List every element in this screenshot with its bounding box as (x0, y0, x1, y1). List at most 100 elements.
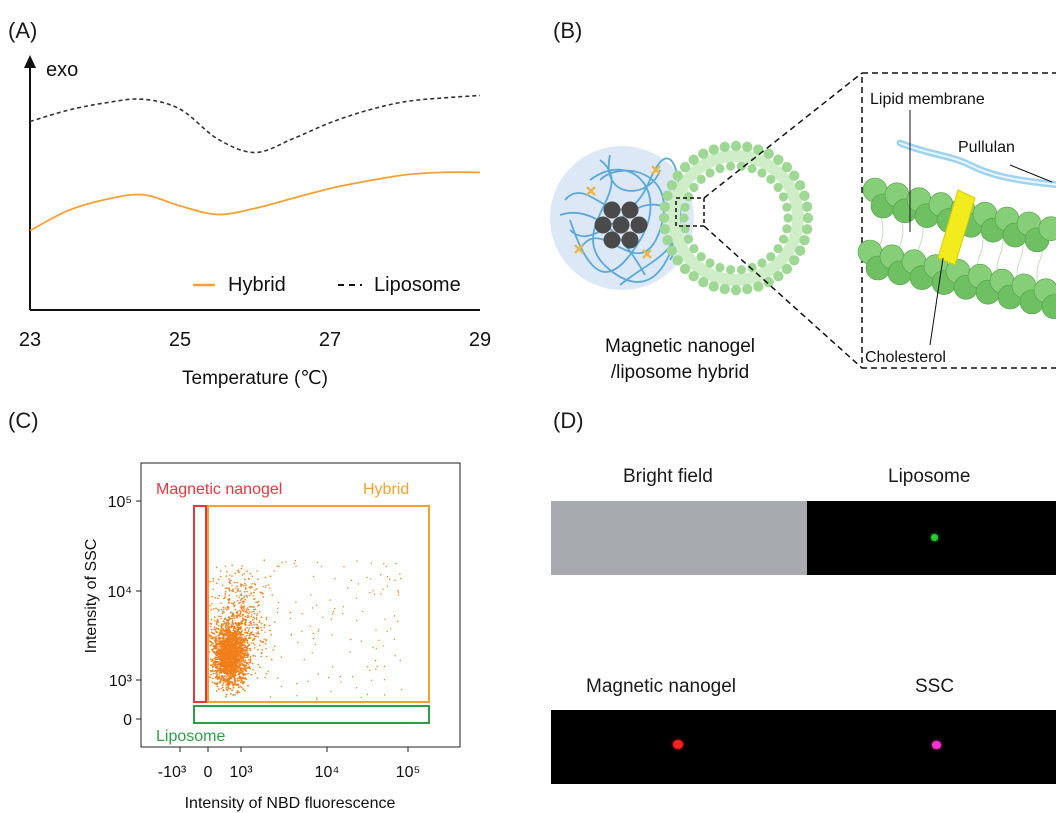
lipid-head (689, 182, 699, 193)
event-point (317, 630, 319, 632)
event-point (228, 642, 230, 645)
event-point (225, 638, 227, 641)
lipid-head (708, 281, 719, 292)
red-particle-icon (673, 740, 683, 749)
event-point (350, 638, 352, 641)
event-point (236, 680, 239, 682)
flow-cytometry-plot: 10⁵ 10⁴ 10³ 0 -10³ 0 10³ 10⁴ 10⁵ Intensi… (83, 462, 461, 812)
event-point (251, 662, 254, 665)
event-point (227, 634, 229, 636)
event-point (229, 630, 231, 632)
event-point (222, 608, 225, 611)
event-point (217, 648, 220, 650)
event-point (227, 669, 230, 672)
event-point (256, 601, 259, 604)
event-point (218, 673, 221, 675)
event-point (235, 654, 238, 657)
event-point (236, 690, 239, 693)
flow-x-title: Intensity of NBD fluorescence (185, 795, 396, 812)
event-point (248, 666, 251, 669)
event-point (230, 681, 232, 683)
flow-plot-frame (140, 462, 461, 748)
event-point (244, 645, 247, 648)
event-point (239, 599, 242, 601)
event-point (330, 618, 332, 620)
event-point (246, 570, 248, 572)
event-point (235, 663, 238, 666)
dsc-x-tick: 29 (469, 329, 491, 351)
event-point (216, 618, 219, 621)
flow-x-tick: 10⁵ (396, 764, 420, 781)
event-point (232, 675, 235, 678)
event-point (217, 578, 220, 581)
event-point (217, 660, 220, 663)
event-point (253, 608, 255, 611)
event-point (249, 637, 252, 639)
event-point (251, 611, 253, 613)
event-point (218, 688, 220, 691)
event-point (215, 566, 218, 569)
event-point (342, 606, 344, 608)
lipid-head (659, 224, 671, 235)
event-point (261, 652, 263, 655)
gate-label-nanogel: Magnetic nanogel (156, 481, 282, 498)
event-point (226, 640, 228, 643)
event-point (223, 656, 226, 659)
event-point (215, 638, 217, 641)
event-point (218, 653, 221, 656)
event-point (237, 683, 239, 686)
event-point (281, 561, 283, 564)
lipid-head (666, 245, 678, 256)
event-point (258, 611, 261, 613)
event-point (240, 676, 243, 679)
event-point (208, 640, 211, 643)
event-point (397, 594, 400, 596)
event-point (209, 636, 211, 638)
event-point (246, 627, 248, 629)
event-point (238, 631, 240, 633)
event-point (239, 650, 241, 653)
flow-y-tick: 10³ (109, 673, 133, 690)
event-point (242, 656, 244, 658)
event-point (237, 638, 240, 641)
event-point (378, 639, 380, 641)
event-point (239, 672, 242, 674)
event-point (214, 628, 217, 631)
event-point (246, 590, 248, 593)
event-point (258, 621, 261, 624)
event-point (224, 669, 227, 672)
event-point (265, 638, 267, 641)
event-point (218, 675, 221, 678)
event-point (220, 628, 222, 631)
event-point (230, 615, 233, 617)
event-point (329, 599, 331, 601)
event-point (296, 683, 298, 685)
event-point (241, 609, 244, 611)
event-point (214, 658, 217, 661)
event-point (229, 671, 231, 674)
event-point (237, 667, 240, 670)
event-point (233, 641, 236, 644)
event-point (228, 578, 230, 580)
event-point (253, 617, 256, 620)
event-point (370, 562, 372, 564)
event-point (241, 574, 244, 576)
event-point (214, 596, 217, 599)
lipid-head (698, 276, 709, 288)
event-point (219, 642, 221, 645)
event-point (227, 673, 230, 675)
event-point (241, 607, 243, 609)
dsc-y-marker: exo (46, 59, 78, 81)
event-point (219, 678, 222, 680)
event-point (276, 565, 279, 567)
lipid-head (730, 140, 742, 152)
event-point (235, 640, 237, 642)
event-point (385, 565, 388, 567)
dsc-x-tick: 25 (169, 329, 191, 351)
event-point (237, 639, 239, 642)
event-point (240, 627, 242, 630)
event-point (245, 609, 248, 611)
event-point (218, 634, 221, 637)
event-point (230, 646, 232, 649)
event-point (212, 662, 215, 664)
